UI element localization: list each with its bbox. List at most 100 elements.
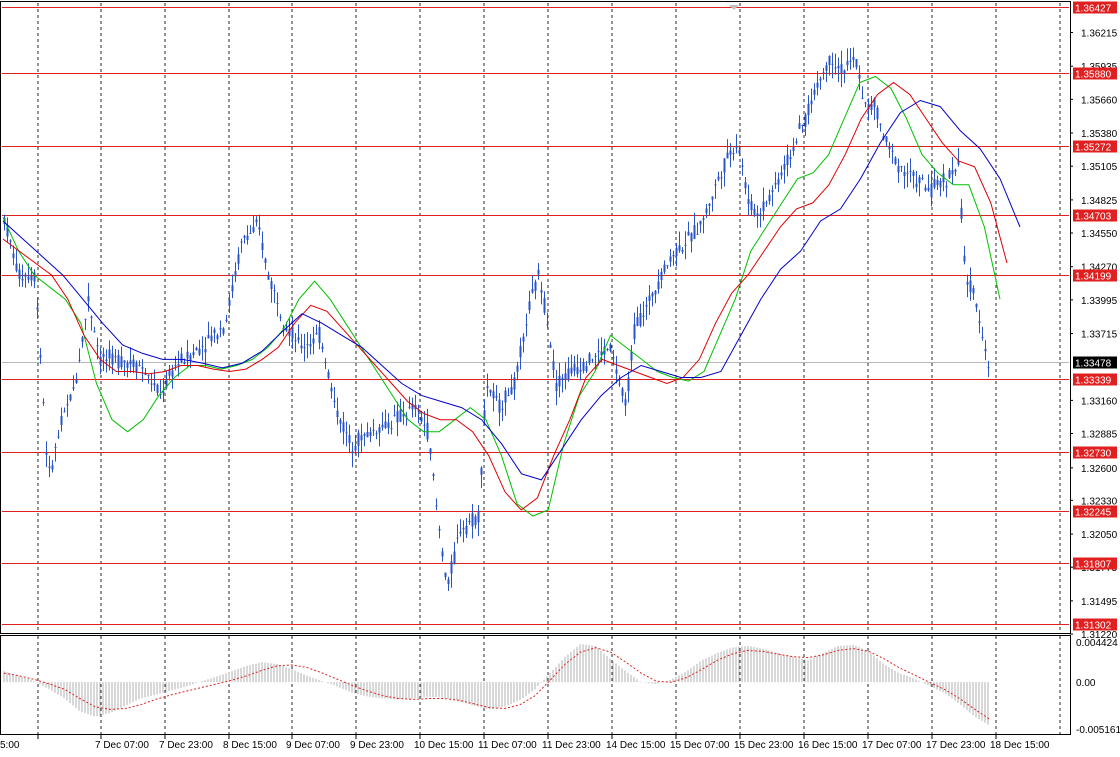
candle-body (843, 70, 846, 73)
candle-body (867, 104, 870, 110)
candle-body (915, 183, 918, 188)
candle-body (102, 354, 105, 358)
candle-body (141, 367, 144, 369)
candle-body (363, 433, 366, 436)
candle-body (45, 452, 48, 455)
candle-body (636, 317, 639, 326)
candle-body (765, 202, 768, 204)
candle-body (912, 171, 915, 176)
candle-body (564, 373, 567, 380)
candle-body (726, 152, 729, 159)
candle-body (165, 379, 168, 388)
candle-body (393, 414, 396, 416)
candle-body (255, 219, 258, 223)
candle-body (621, 388, 624, 396)
candle-body (441, 551, 444, 557)
candle-body (786, 154, 789, 166)
candle-body (492, 391, 495, 399)
candle-body (906, 172, 909, 174)
candle-body (69, 394, 72, 401)
candle-body (615, 369, 618, 374)
level-label: 1.34199 (1075, 272, 1112, 283)
moving-average-line (2, 81, 1008, 511)
candle-body (231, 285, 234, 292)
candle-body (873, 98, 876, 107)
candle-body (576, 367, 579, 375)
candle-body (600, 351, 603, 356)
candle-body (897, 166, 900, 173)
candle-body (657, 281, 660, 290)
candle-body (78, 359, 81, 361)
candle-body (609, 344, 612, 351)
candle-body (126, 363, 129, 368)
candle-body (192, 352, 195, 356)
candle-body (57, 436, 60, 438)
candle-body (705, 208, 708, 214)
time-tick-label: 7 Dec 23:00 (159, 740, 213, 751)
candle-body (792, 147, 795, 151)
candle-body (555, 383, 558, 392)
candle-body (777, 178, 780, 185)
time-tick-label: 8 Dec 15:00 (223, 740, 277, 751)
level-label-box (1073, 1, 1117, 14)
candle-body (336, 410, 339, 418)
candle-body (930, 184, 933, 197)
candle-body (468, 520, 471, 523)
candle-body (357, 432, 360, 446)
candle-body (624, 399, 627, 406)
level-label-box (1073, 269, 1117, 282)
time-tick-label: 18 Dec 15:00 (990, 740, 1050, 751)
candle-body (219, 328, 222, 330)
price-tick-label: 1.34270 (1081, 263, 1118, 274)
candle-body (519, 346, 522, 358)
candle-body (894, 157, 897, 165)
candle-body (216, 335, 219, 340)
candle-body (30, 275, 33, 281)
candle-body (819, 78, 822, 81)
level-label-box (1073, 505, 1117, 518)
candle-body (435, 505, 438, 507)
candle-body (633, 324, 636, 340)
candle-body (771, 190, 774, 192)
current-price-box (1073, 356, 1117, 369)
oscillator-tick-label: -0.005161 (1076, 725, 1120, 736)
candle-body (390, 428, 393, 430)
candle-body (807, 103, 810, 116)
candle-body (369, 431, 372, 436)
candle-body (171, 370, 174, 377)
candle-body (240, 241, 243, 243)
candle-body (264, 258, 267, 263)
candle-body (687, 231, 690, 236)
candle-body (222, 328, 225, 334)
candle-body (471, 513, 474, 527)
candle-body (969, 280, 972, 292)
candle-body (93, 331, 96, 333)
candle-body (579, 369, 582, 372)
candle-body (150, 383, 153, 385)
candle-body (552, 361, 555, 371)
candle-body (924, 187, 927, 191)
candle-body (84, 318, 87, 320)
candle-series (3, 47, 990, 592)
price-tick-label: 1.34550 (1081, 229, 1118, 240)
candle-body (15, 263, 18, 271)
scroll-marker-icon (729, 5, 739, 10)
candle-body (735, 147, 738, 149)
candle-body (201, 345, 204, 347)
candle-body (891, 150, 894, 152)
time-tick-label: 9 Dec 07:00 (286, 740, 340, 751)
candle-body (72, 387, 75, 389)
candle-body (18, 269, 21, 279)
candle-body (723, 158, 726, 173)
level-label: 1.36427 (1075, 4, 1112, 15)
price-tick-label: 1.31220 (1081, 630, 1118, 641)
candle-body (939, 180, 942, 188)
candle-body (861, 97, 864, 99)
candle-body (585, 366, 588, 372)
candle-body (645, 305, 648, 307)
candle-body (372, 430, 375, 432)
candle-body (810, 100, 813, 105)
level-label-box (1073, 557, 1117, 570)
candle-body (189, 355, 192, 361)
candle-body (537, 269, 540, 275)
